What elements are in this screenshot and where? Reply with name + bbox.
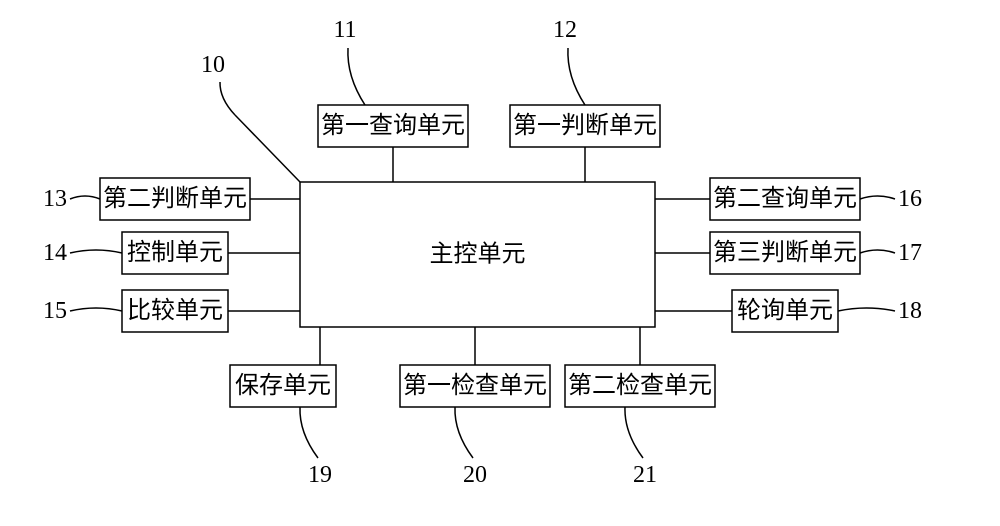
node-number-12: 12 — [553, 17, 577, 43]
callout-21 — [625, 407, 643, 458]
node-label-17: 第三判断单元 — [713, 239, 857, 266]
node-label-21: 第二检查单元 — [568, 372, 712, 399]
node-number-20: 20 — [463, 462, 487, 488]
node-number-18: 18 — [898, 298, 922, 324]
block-diagram: 主控单元 10 第一查询单元 11 第一判断单元 12 第二判断单元 13 控制单元 14 比较单元… — [0, 0, 1000, 526]
node-number-19: 19 — [308, 462, 332, 488]
node-label-15: 比较单元 — [127, 297, 223, 324]
node-label-16: 第二查询单元 — [713, 185, 857, 212]
node-number-14: 14 — [43, 240, 67, 266]
node-label-11: 第一查询单元 — [321, 112, 465, 139]
node-number-21: 21 — [633, 462, 657, 488]
central-callout-1 — [235, 115, 300, 182]
callout-15 — [70, 308, 122, 311]
node-label-18: 轮询单元 — [737, 297, 833, 324]
central-number: 10 — [201, 52, 225, 78]
node-number-15: 15 — [43, 298, 67, 324]
node-number-11: 11 — [333, 17, 356, 43]
callout-13 — [70, 196, 100, 199]
node-label-12: 第一判断单元 — [513, 112, 657, 139]
central-label: 主控单元 — [430, 241, 526, 268]
callout-14 — [70, 250, 122, 253]
callout-19 — [300, 407, 318, 458]
node-number-16: 16 — [898, 186, 922, 212]
callout-18 — [838, 308, 895, 311]
callout-17 — [860, 250, 895, 253]
callout-12 — [568, 48, 585, 105]
central-callout-2 — [220, 82, 235, 115]
callout-20 — [455, 407, 473, 458]
node-number-13: 13 — [43, 186, 67, 212]
node-label-13: 第二判断单元 — [103, 185, 247, 212]
node-label-20: 第一检查单元 — [403, 372, 547, 399]
callout-11 — [348, 48, 365, 105]
node-label-14: 控制单元 — [127, 239, 223, 266]
callout-16 — [860, 196, 895, 199]
node-number-17: 17 — [898, 240, 922, 266]
node-label-19: 保存单元 — [235, 372, 331, 399]
